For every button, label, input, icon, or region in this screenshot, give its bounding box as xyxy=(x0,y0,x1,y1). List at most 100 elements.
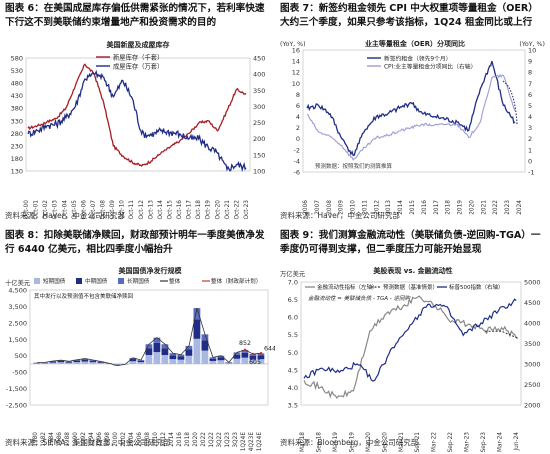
bar-segment xyxy=(81,358,89,360)
legend-label: 成屋库存（万套） xyxy=(113,62,163,71)
x-tick-label: 2022 xyxy=(201,432,207,447)
x-tick-label: 2022 xyxy=(493,200,499,215)
left-tick-label: 1,500 xyxy=(8,336,27,344)
figure-caption: 图表 7：新签约租金领先 CPI 中大权重项等量租金（OER）大约三个季度，如果… xyxy=(280,3,538,28)
x-tick-label: Oct-10 xyxy=(120,200,126,220)
x-tick-label: 2012 xyxy=(374,200,380,215)
right-tick-label: 1 xyxy=(528,146,532,154)
x-tick-label: 2006 xyxy=(137,432,143,447)
x-tick-label: 3Q22 xyxy=(217,432,223,448)
bar-segment xyxy=(169,353,177,356)
bar-segment xyxy=(81,361,89,364)
bar-segment xyxy=(201,340,209,351)
x-tick-label: 1984 xyxy=(49,432,55,447)
x-tick-label: 2009 xyxy=(339,200,345,215)
left-tick-label: -1,500 xyxy=(6,385,27,393)
x-tick-label: 2017 xyxy=(434,200,440,215)
left-tick-label: -500 xyxy=(12,369,27,377)
data-label: 605 xyxy=(249,359,261,366)
bar-segment xyxy=(249,359,257,364)
legend-label: 标普500指数（右轴） xyxy=(449,283,504,291)
plot-frame xyxy=(25,57,251,172)
bar-segment xyxy=(33,363,41,364)
planned-point xyxy=(251,352,255,356)
bar-segment xyxy=(145,348,153,356)
bar-segment xyxy=(89,360,97,363)
chart-title: 美股表现 vs. 金融流动性 xyxy=(373,266,452,275)
x-tick-label: 2014 xyxy=(169,432,175,447)
right-tick-label: 4500 xyxy=(524,299,541,307)
x-tick-label: 1992 xyxy=(81,432,87,447)
x-tick-label: Oct-07 xyxy=(91,200,97,220)
bar-segment xyxy=(185,345,193,350)
series-line xyxy=(485,330,519,339)
right-tick-label: 8 xyxy=(528,69,532,77)
x-tick-label: 2000 xyxy=(113,432,119,447)
x-tick-label: Oct-03 xyxy=(53,200,59,220)
left-tick-label: 280 xyxy=(11,130,23,138)
left-tick-label: -4 xyxy=(294,157,300,165)
legend-note: 金融流动性 = 美联储负债 - TGA - 逆回购 xyxy=(308,295,411,302)
x-tick-label: 2024 xyxy=(517,200,523,215)
forecast-annotation: 预测数据：按照我们的测算推算 xyxy=(315,162,393,170)
x-tick-label: 2006 xyxy=(303,200,309,215)
x-tick-label: 2012 xyxy=(161,432,167,447)
right-tick-label: 350 xyxy=(253,87,265,95)
figure-source: 资料来源：Haver，中金公司研究部 xyxy=(280,211,400,220)
legend-label: 整体（财政部计划） xyxy=(211,277,261,285)
plot-frame xyxy=(29,289,269,406)
x-tick-label: Sep-18 xyxy=(316,432,322,453)
x-tick-label: 3Q23 xyxy=(233,432,239,448)
bar-segment xyxy=(153,352,161,364)
right-tick-label: 4000 xyxy=(524,320,541,328)
figure-caption: 图表 8：扣除美联储净赎回，财政部预计明年一季度美债净发行 6440 亿美元，相… xyxy=(5,230,265,255)
bar-segment xyxy=(97,361,105,363)
x-tick-label: Oct-01 xyxy=(34,200,40,220)
bar-segment xyxy=(73,360,81,363)
bar-segment xyxy=(161,344,169,349)
bar-segment xyxy=(57,362,65,364)
x-tick-label: 2015 xyxy=(410,200,416,215)
x-tick-label: 2010 xyxy=(153,432,159,447)
x-tick-label: Oct-14 xyxy=(158,200,164,220)
left-tick-label: -6 xyxy=(294,169,300,177)
series-line xyxy=(306,73,516,161)
bar-segment xyxy=(233,352,241,355)
left-tick-label: 430 xyxy=(11,92,23,100)
x-tick-label: Sep-22 xyxy=(448,432,454,453)
left-tick-label: 130 xyxy=(11,168,23,176)
bar-segment xyxy=(177,359,185,364)
data-label: 852 xyxy=(239,340,251,347)
bar-segment xyxy=(129,359,137,362)
x-tick-label: Oct-06 xyxy=(81,200,87,220)
bar-segment xyxy=(161,355,169,364)
bar-segment xyxy=(89,362,97,364)
bar-segment xyxy=(49,362,57,364)
x-tick-label: 2011 xyxy=(362,200,368,215)
bar-segment xyxy=(257,355,265,360)
x-tick-label: 1Q24E xyxy=(257,432,263,452)
left-tick-label: 3,500 xyxy=(8,303,27,311)
bar-segment xyxy=(201,334,209,341)
bar-segment xyxy=(217,355,225,358)
right-tick-label: 400 xyxy=(253,71,265,79)
bar-segment xyxy=(209,360,217,364)
left-tick-label: 5.0 xyxy=(288,349,298,357)
x-tick-label: 2013 xyxy=(386,200,392,215)
bar-segment xyxy=(193,319,201,339)
x-tick-label: Mar-21 xyxy=(399,432,405,452)
bar-segment xyxy=(225,363,233,364)
x-tick-label: 2008 xyxy=(327,200,333,215)
right-tick-label: 10 xyxy=(528,47,536,55)
x-tick-label: Oct-02 xyxy=(43,200,49,220)
left-tick-label: 580 xyxy=(11,55,23,63)
right-tick-label: 150 xyxy=(253,151,265,159)
x-tick-label: Mar-19 xyxy=(333,432,339,452)
x-tick-label: Sep-19 xyxy=(349,432,355,453)
bar-segment xyxy=(145,344,153,349)
x-tick-label: Oct-19 xyxy=(206,200,212,220)
x-tick-label: 2020 xyxy=(193,432,199,447)
right-axis-unit: (YoY, %) xyxy=(519,41,545,48)
x-tick-label: Oct-15 xyxy=(167,200,173,220)
x-tick-label: Sep-21 xyxy=(415,432,421,453)
